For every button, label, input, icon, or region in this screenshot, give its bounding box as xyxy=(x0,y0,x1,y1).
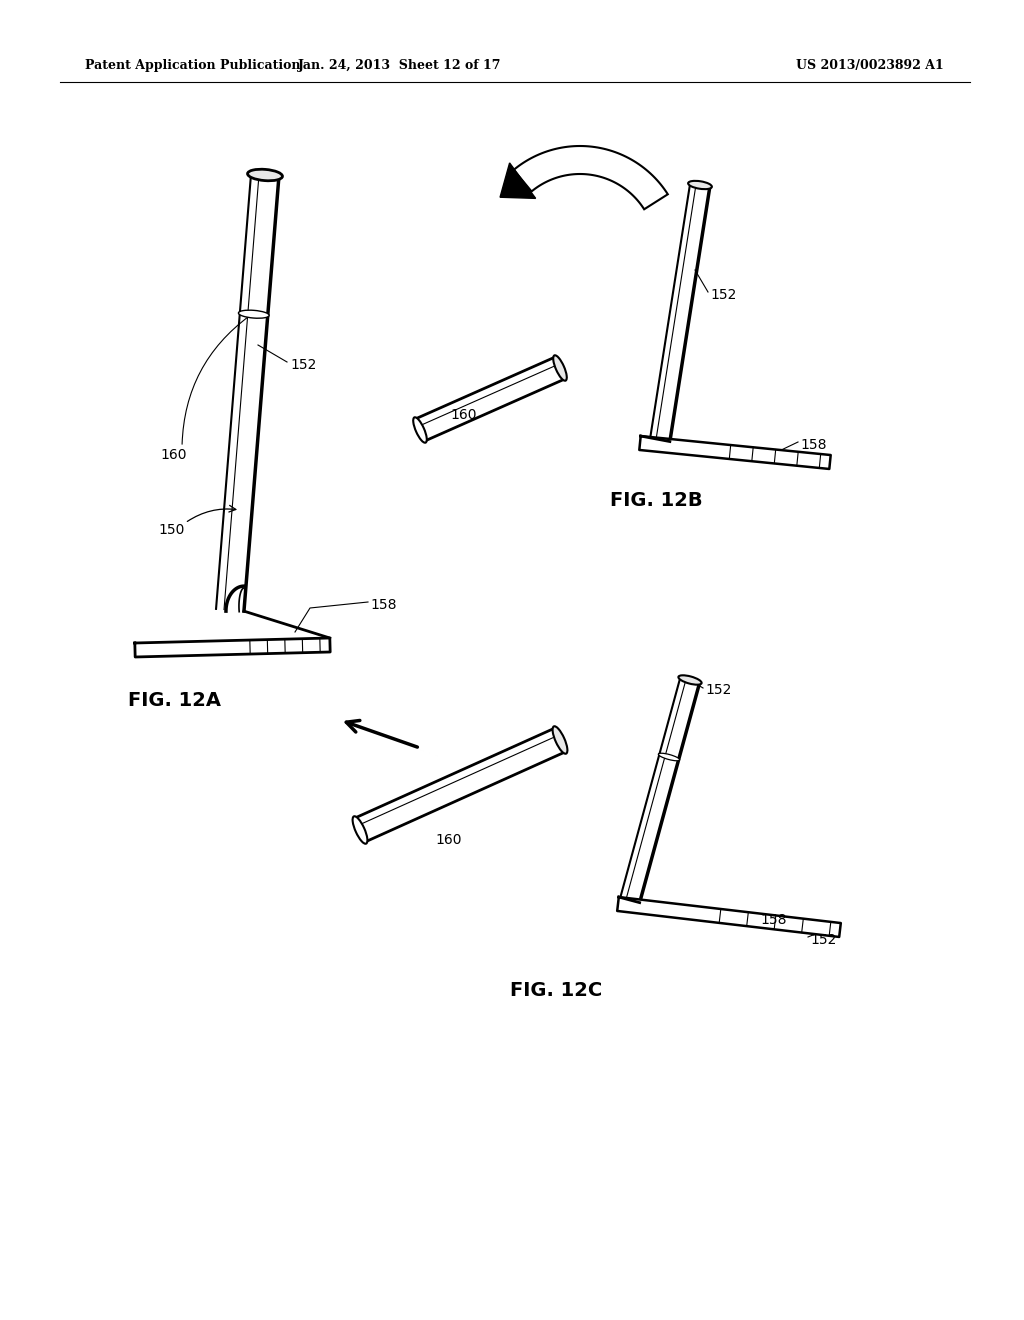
Text: 158: 158 xyxy=(370,598,396,612)
Text: 158: 158 xyxy=(760,913,786,927)
Text: 152: 152 xyxy=(705,682,731,697)
Text: 160: 160 xyxy=(435,833,462,847)
Ellipse shape xyxy=(352,816,368,843)
Text: US 2013/0023892 A1: US 2013/0023892 A1 xyxy=(796,58,944,71)
Ellipse shape xyxy=(678,676,701,685)
Ellipse shape xyxy=(688,181,712,189)
Polygon shape xyxy=(135,638,330,657)
Text: 150: 150 xyxy=(158,523,184,537)
Ellipse shape xyxy=(553,355,566,380)
Text: FIG. 12A: FIG. 12A xyxy=(128,690,221,710)
Text: FIG. 12C: FIG. 12C xyxy=(510,981,602,999)
Polygon shape xyxy=(617,898,841,937)
Text: Jan. 24, 2013  Sheet 12 of 17: Jan. 24, 2013 Sheet 12 of 17 xyxy=(298,58,502,71)
Text: 152: 152 xyxy=(710,288,736,302)
Ellipse shape xyxy=(248,169,283,181)
Text: 152: 152 xyxy=(290,358,316,372)
Text: 158: 158 xyxy=(800,438,826,451)
Polygon shape xyxy=(500,162,536,198)
Text: 152: 152 xyxy=(810,933,837,946)
Text: FIG. 12B: FIG. 12B xyxy=(610,491,702,510)
Text: 160: 160 xyxy=(450,408,476,422)
Text: 160: 160 xyxy=(160,447,186,462)
Polygon shape xyxy=(639,436,830,469)
Ellipse shape xyxy=(239,310,269,318)
Ellipse shape xyxy=(553,726,567,754)
Ellipse shape xyxy=(658,754,680,760)
Polygon shape xyxy=(514,147,668,210)
Ellipse shape xyxy=(414,417,427,442)
Text: Patent Application Publication: Patent Application Publication xyxy=(85,58,300,71)
